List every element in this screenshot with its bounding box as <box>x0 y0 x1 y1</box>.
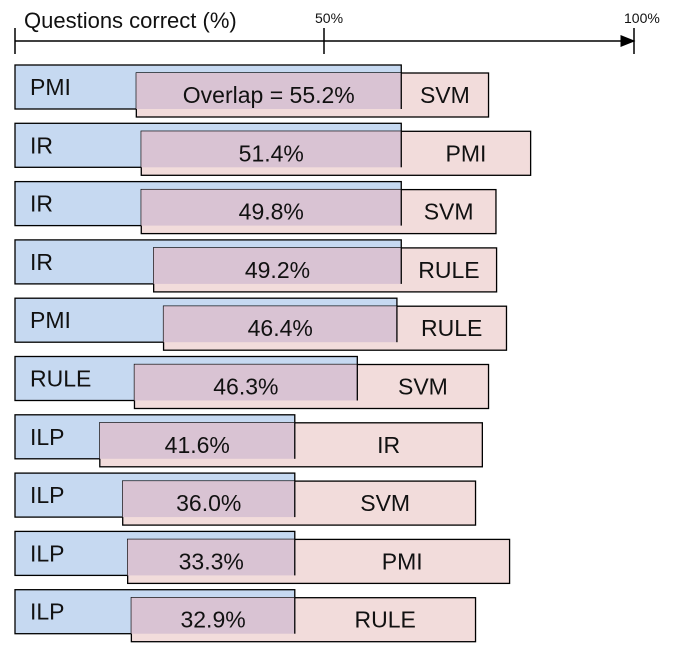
overlap-value-label: 51.4% <box>239 140 304 166</box>
overlap-region <box>99 422 295 459</box>
x-tick-label-100: 100% <box>624 10 660 26</box>
right-system-label: SVM <box>360 490 410 516</box>
x-axis: Questions correct (%) 50% 100% <box>14 8 660 54</box>
right-system-label: SVM <box>424 199 474 225</box>
overlap-region <box>122 481 295 518</box>
overlap-value-label: 46.4% <box>248 315 313 341</box>
left-system-label: ILP <box>30 482 65 508</box>
left-system-label: IR <box>30 191 53 217</box>
right-system-label: RULE <box>354 607 415 633</box>
overlap-value-label: 49.8% <box>239 199 304 225</box>
left-system-label: RULE <box>30 366 91 392</box>
right-system-label: RULE <box>418 257 479 283</box>
overlap-value-label: 36.0% <box>176 490 241 516</box>
x-tick-label-50: 50% <box>315 10 343 26</box>
overlap-region <box>134 364 358 401</box>
bar-row: PMI Overlap = 55.2% SVM <box>14 64 490 118</box>
bar-row: ILP 33.3% PMI <box>14 530 511 585</box>
right-system-label: PMI <box>382 548 423 574</box>
left-system-label: ILP <box>30 424 65 450</box>
left-system-label: IR <box>30 249 53 275</box>
bar-row: PMI 46.4% RULE <box>14 297 508 351</box>
bar-row: IR 51.4% PMI <box>14 122 532 176</box>
right-system-label: RULE <box>421 315 482 341</box>
bar-row: RULE 46.3% SVM <box>14 355 490 410</box>
right-system-label: SVM <box>398 374 448 400</box>
left-system-label: PMI <box>30 307 71 333</box>
x-axis-title: Questions correct (%) <box>24 8 237 33</box>
bar-row: ILP 32.9% RULE <box>14 589 477 643</box>
bar-row: ILP 41.6% IR <box>14 414 483 468</box>
overlap-value-label: 49.2% <box>245 257 310 283</box>
overlap-region <box>141 189 402 226</box>
right-system-label: SVM <box>420 82 470 108</box>
right-system-label: PMI <box>445 140 486 166</box>
overlap-value-label: 32.9% <box>180 607 245 633</box>
bar-row: IR 49.8% SVM <box>14 180 497 235</box>
overlap-value-label: Overlap = 55.2% <box>183 82 355 108</box>
overlap-region <box>141 131 402 168</box>
overlap-value-label: 46.3% <box>213 374 278 400</box>
overlap-value-label: 41.6% <box>165 432 230 458</box>
left-system-label: PMI <box>30 74 71 100</box>
bar-row: IR 49.2% RULE <box>14 239 498 293</box>
bar-rows: PMI Overlap = 55.2% SVM IR 51.4% PMI IR 49.8% SV… <box>14 64 532 643</box>
overlap-region <box>127 539 295 576</box>
overlap-region <box>163 306 397 343</box>
overlap-value-label: 33.3% <box>179 548 244 574</box>
overlap-region <box>153 247 402 284</box>
overlap-region <box>131 597 295 634</box>
right-system-label: IR <box>377 432 400 458</box>
overlap-region <box>136 73 402 109</box>
left-system-label: IR <box>30 132 53 158</box>
left-system-label: ILP <box>30 540 65 566</box>
left-system-label: ILP <box>30 599 65 625</box>
bar-row: ILP 36.0% SVM <box>14 472 477 526</box>
